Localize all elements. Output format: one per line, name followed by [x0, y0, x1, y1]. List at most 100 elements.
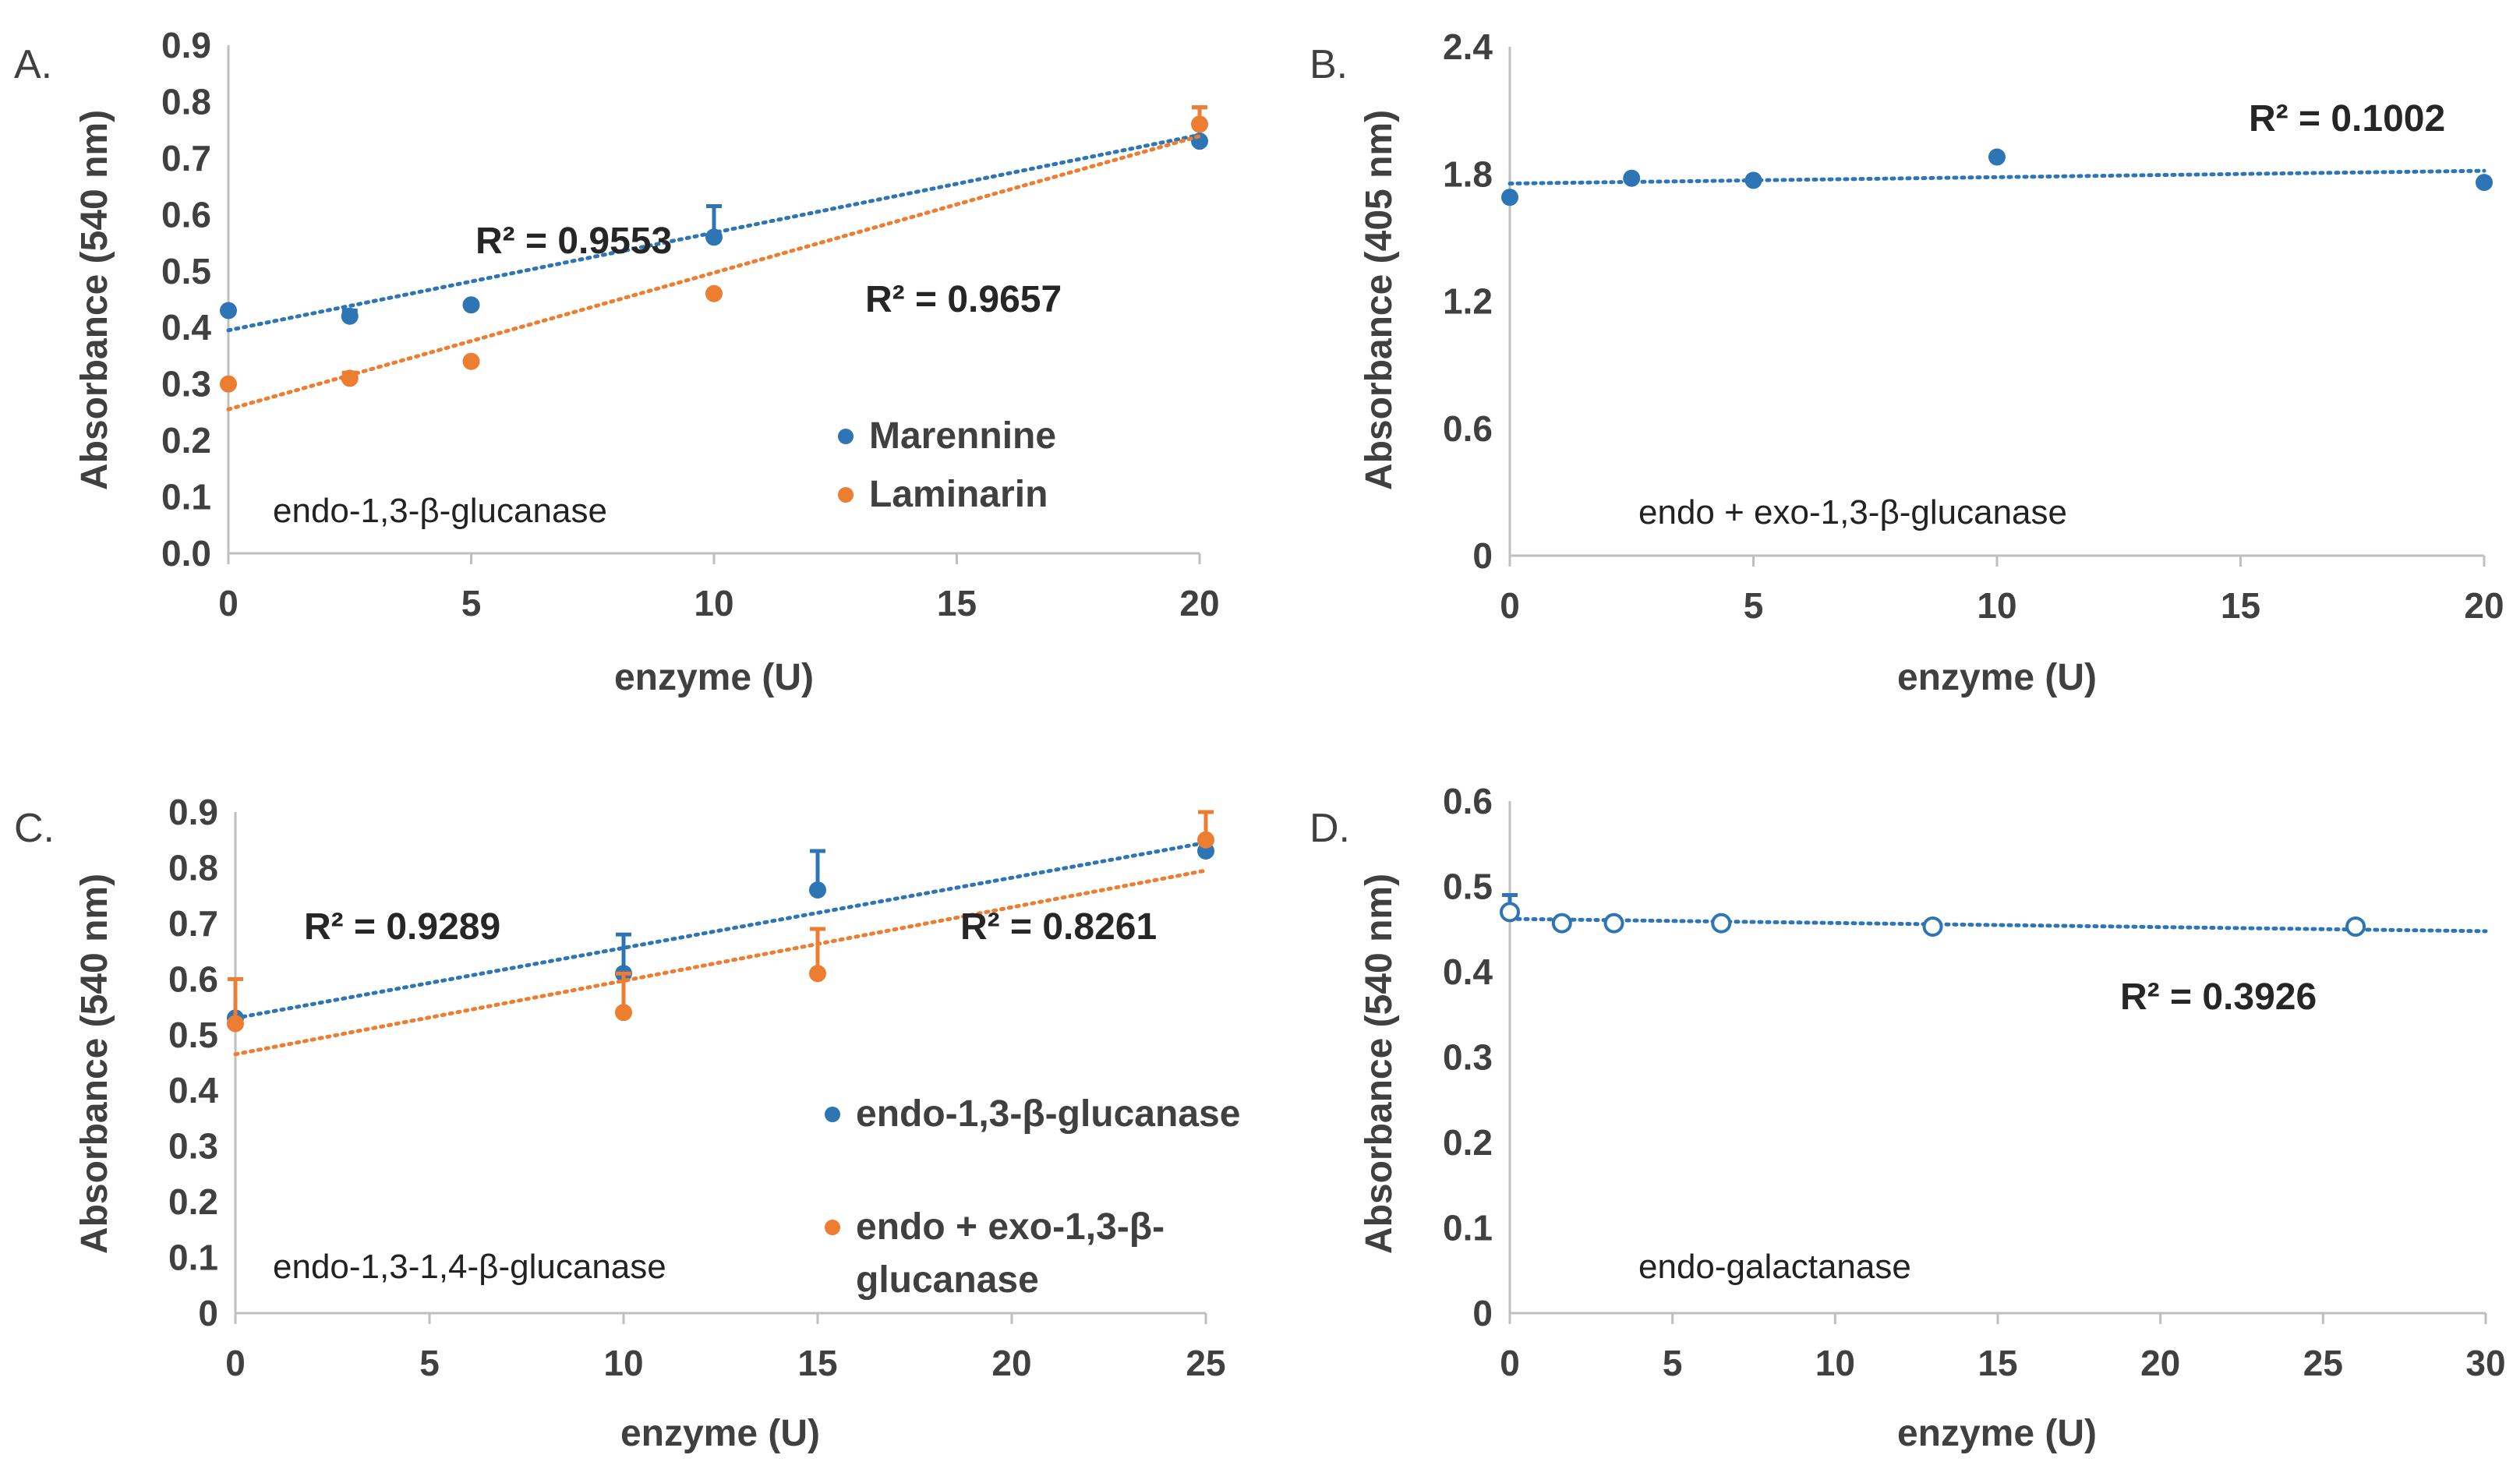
chart-panel-c: C. 0 0.1 0.2 0.3 0.4 0.5 0.6 0.7 0.8 0.9 0 5 10 15 20 25… [14, 792, 1240, 1454]
data-point [705, 284, 723, 302]
x-tick-label: 15 [2221, 585, 2260, 626]
enzyme-label: endo + exo-1,3-β-glucanase [1638, 493, 2067, 531]
x-tick-label: 25 [1186, 1343, 1225, 1383]
data-point [1551, 913, 1572, 934]
y-tick-label: 0.1 [161, 477, 211, 517]
legend-marker [838, 487, 854, 503]
data-point [462, 352, 480, 370]
data-point [462, 296, 480, 314]
y-tick-label: 1.8 [1443, 154, 1493, 194]
y-tick-label: 0.6 [1443, 781, 1493, 821]
x-tick-label: 30 [2465, 1343, 2505, 1383]
x-tick-label: 10 [603, 1343, 643, 1383]
y-tick-label: 0.5 [1443, 867, 1493, 907]
y-tick-label: 0.2 [1443, 1122, 1493, 1163]
data-point [1922, 916, 1943, 937]
y-tick-label: 0.4 [168, 1070, 218, 1111]
enzyme-label: endo-galactanase [1638, 1248, 1911, 1286]
y-tick-label: 0.9 [161, 25, 211, 65]
x-tick-label: 10 [694, 583, 733, 623]
enzyme-label: endo-1,3-1,4-β-glucanase [273, 1248, 666, 1286]
legend-label: Laminarin [869, 474, 1048, 515]
x-tick-label: 0 [1500, 1343, 1520, 1383]
y-tick-label: 0.6 [161, 194, 211, 235]
trendline [233, 868, 1208, 1057]
data-point [341, 307, 359, 325]
y-tick-label: 0.8 [161, 81, 211, 122]
data-point [1623, 169, 1641, 187]
panel-letter: A. [14, 42, 52, 87]
data-point [2476, 174, 2493, 192]
x-tick-label: 15 [1977, 1343, 2017, 1383]
x-tick-label: 20 [2464, 585, 2504, 626]
y-tick-label: 0.1 [1443, 1208, 1493, 1248]
y-tick-label: 0.1 [168, 1238, 218, 1278]
panel-letter: B. [1309, 42, 1348, 87]
data-point [2345, 916, 2366, 937]
r-squared-label: R² = 0.9289 [304, 906, 500, 948]
y-axis-title: Absorbance (540 nm) [74, 110, 115, 490]
legend-marker [825, 1220, 840, 1235]
y-tick-label: 0.3 [168, 1126, 218, 1167]
legend-label: endo-1,3-β-glucanase [856, 1093, 1240, 1135]
x-tick-label: 0 [218, 583, 239, 623]
y-tick-label: 0.5 [161, 251, 211, 291]
trendline [1507, 168, 2486, 185]
data-point [705, 228, 723, 246]
data-point [1711, 913, 1732, 934]
data-point [220, 375, 237, 393]
y-tick-label: 2.4 [1443, 26, 1493, 67]
y-axis-title: Absorbance (540 nm) [1359, 874, 1400, 1254]
y-tick-label: 0.4 [161, 307, 211, 348]
y-tick-label: 0.4 [1443, 952, 1493, 992]
data-point [1191, 115, 1208, 133]
y-tick-label: 0.7 [161, 138, 211, 178]
r-squared-label: R² = 0.1002 [2249, 98, 2445, 139]
data-point [809, 881, 826, 899]
legend-label: endo + exo-1,3-β-glucanase [856, 1206, 1165, 1301]
x-tick-label: 10 [1815, 1343, 1855, 1383]
y-tick-label: 0.6 [1443, 408, 1493, 449]
y-tick-label: 0.5 [168, 1015, 218, 1055]
data-point [1603, 913, 1624, 934]
x-tick-label: 20 [1179, 583, 1219, 623]
data-point [220, 302, 237, 320]
y-tick-label: 0.9 [168, 792, 218, 832]
y-tick-label: 0.3 [1443, 1037, 1493, 1078]
panel-letter: D. [1309, 806, 1350, 851]
r-squared-label: R² = 0.3926 [2120, 976, 2317, 1018]
x-tick-label: 5 [1744, 585, 1764, 626]
y-tick-label: 0.7 [168, 903, 218, 944]
x-tick-label: 20 [2140, 1343, 2180, 1383]
y-tick-label: 0.6 [168, 959, 218, 999]
data-point [615, 1004, 632, 1022]
y-tick-label: 0.0 [161, 533, 211, 574]
r-squared-label: R² = 0.9553 [475, 221, 672, 262]
r-squared-label: R² = 0.9657 [865, 279, 1062, 320]
x-tick-label: 20 [991, 1343, 1031, 1383]
data-point [1744, 171, 1762, 189]
trendline [233, 840, 1208, 1020]
x-tick-label: 5 [461, 583, 482, 623]
trendline [226, 134, 1202, 411]
x-tick-label: 10 [1977, 585, 2016, 626]
legend-marker [825, 1107, 840, 1122]
y-tick-label: 0.3 [161, 364, 211, 404]
data-point [1501, 189, 1518, 207]
y-tick-label: 1.2 [1443, 281, 1493, 322]
data-point [227, 1015, 244, 1033]
x-tick-label: 15 [797, 1343, 837, 1383]
y-tick-label: 0.2 [168, 1181, 218, 1222]
y-axis-title: Absorbance (405 nm) [1359, 110, 1400, 490]
y-tick-label: 0.2 [161, 420, 211, 461]
x-tick-label: 0 [225, 1343, 246, 1383]
y-axis-title: Absorbance (540 nm) [74, 874, 115, 1254]
data-point [1500, 902, 1520, 923]
trendline [1507, 916, 2488, 934]
legend-label: Marennine [869, 415, 1056, 457]
legend-label-line: glucanase [856, 1259, 1039, 1301]
y-tick-label: 0 [198, 1293, 218, 1333]
data-point [341, 369, 359, 387]
data-point [1988, 148, 2006, 166]
data-point [1197, 831, 1214, 849]
